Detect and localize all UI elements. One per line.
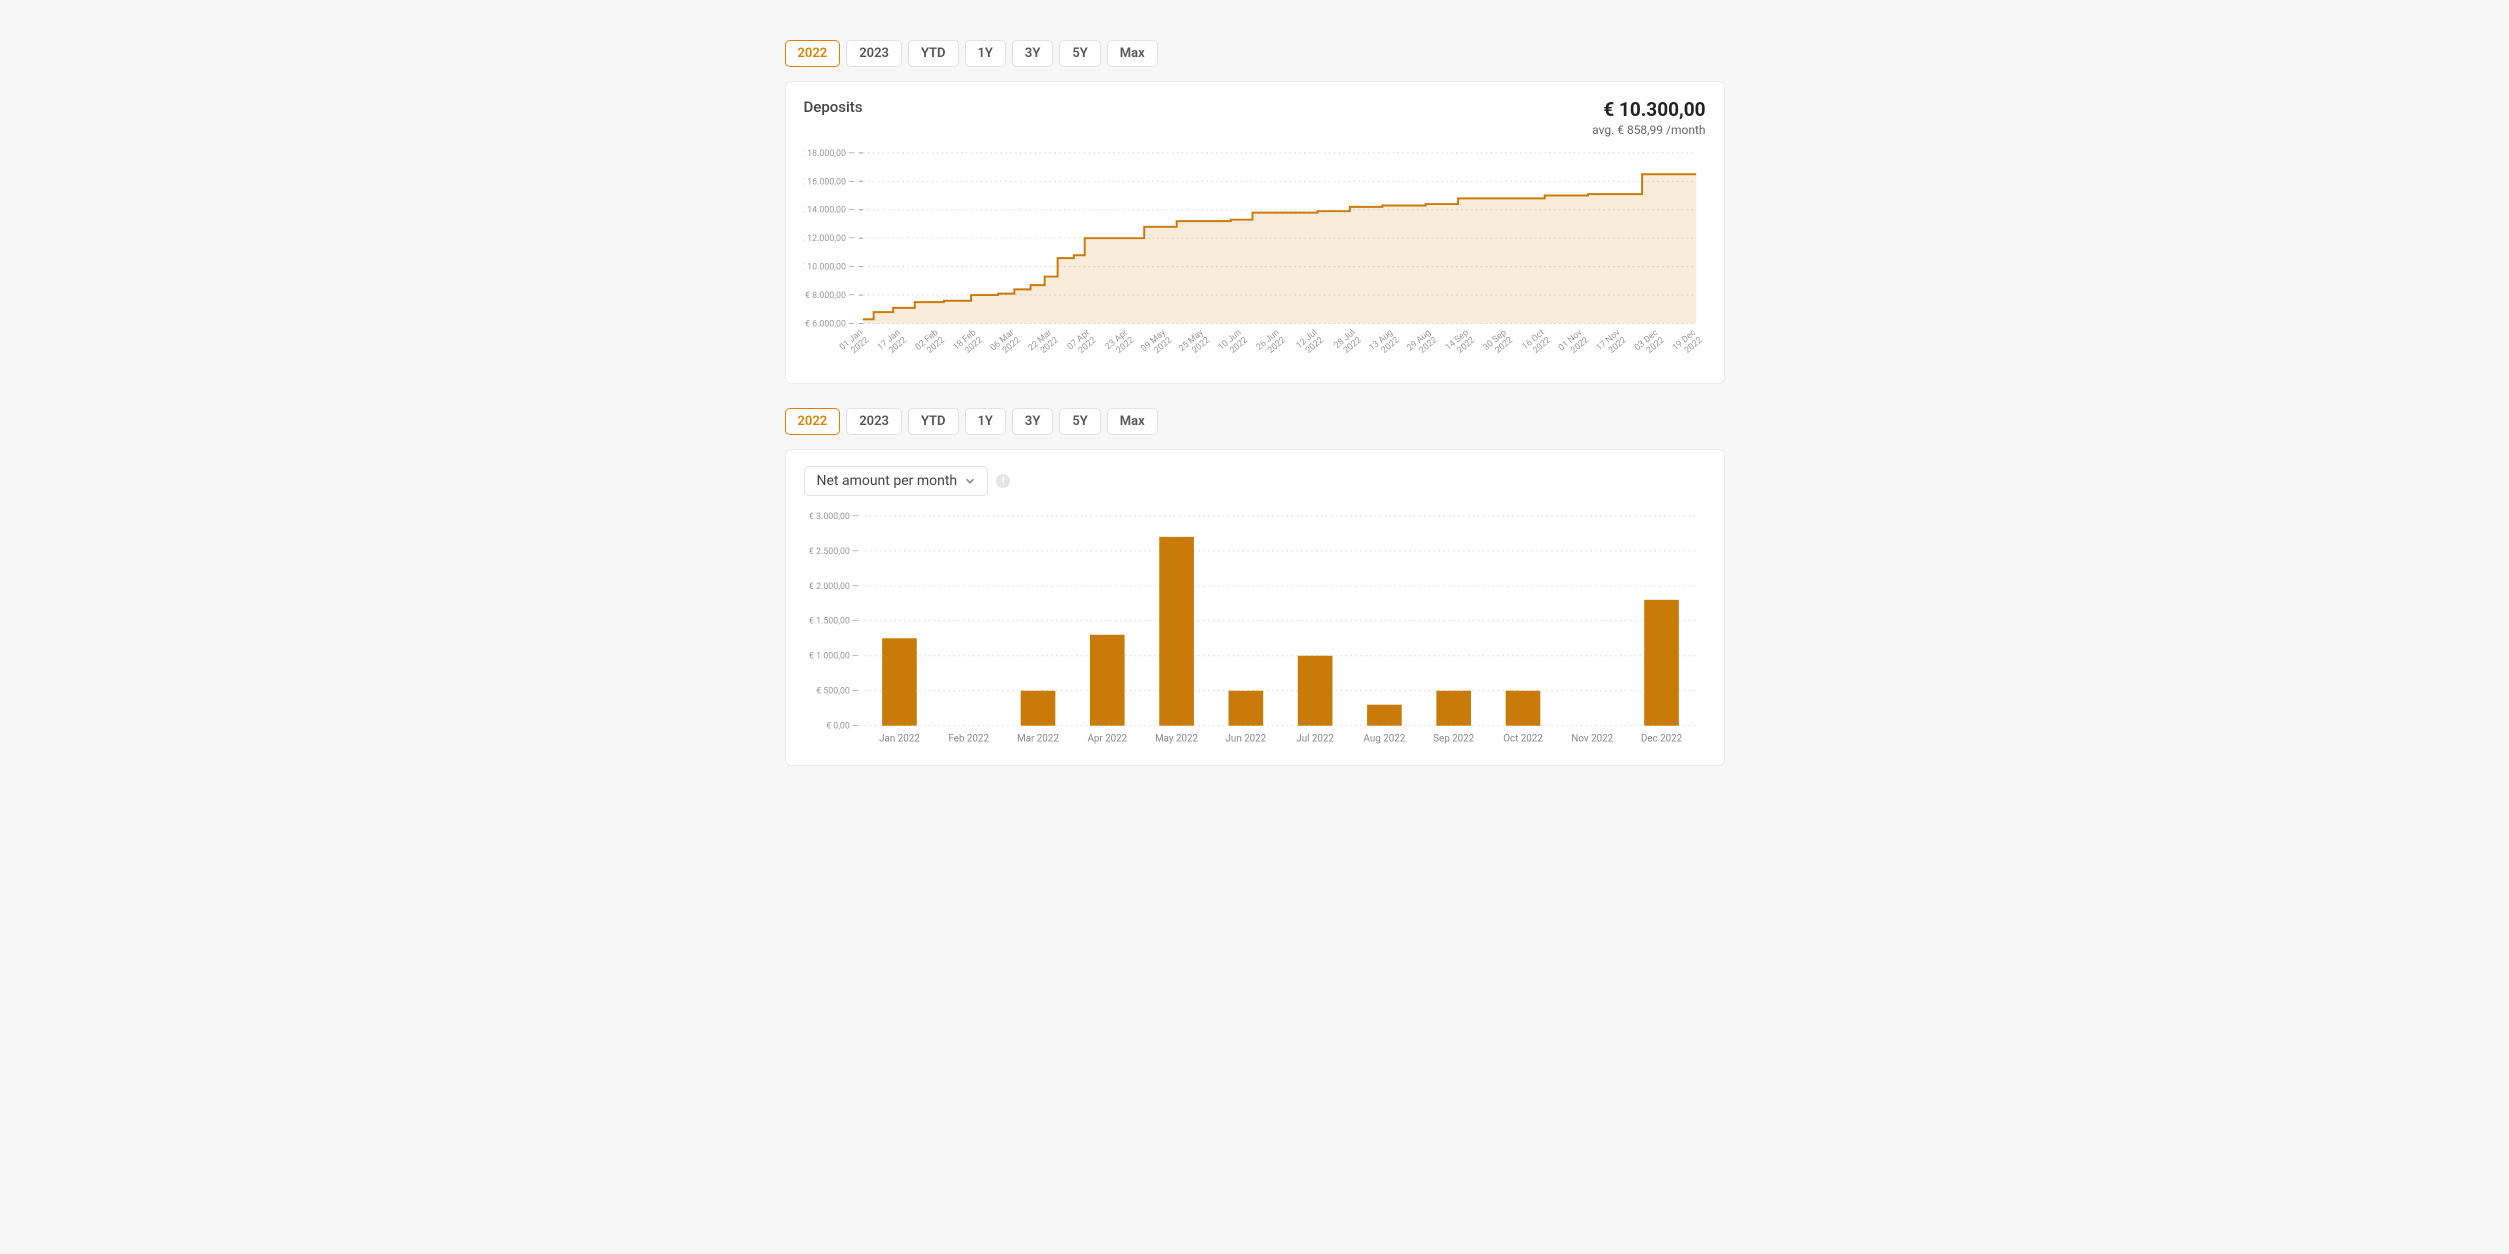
tab-2023[interactable]: 2023 [846, 40, 902, 67]
svg-text:Apr 2022: Apr 2022 [1087, 733, 1127, 744]
metric-dropdown[interactable]: Net amount per month [804, 466, 989, 496]
svg-text:May 2022: May 2022 [1155, 733, 1198, 744]
svg-text:€ 1.000,00 —: € 1.000,00 — [808, 651, 858, 661]
time-range-tabs-top: 20222023YTD1Y3Y5Y Max [785, 40, 1725, 67]
svg-text:Dec 2022: Dec 2022 [1640, 733, 1682, 744]
tab-1y[interactable]: 1Y [965, 408, 1006, 435]
info-icon[interactable]: i [996, 474, 1010, 488]
svg-text:€ 10.000,00 —: € 10.000,00 — [804, 263, 855, 273]
net-amount-chart: € 0,00 — € 500,00 — € 1.000,00 — € 1.500,00… [804, 510, 1706, 755]
svg-text:Feb 2022: Feb 2022 [948, 733, 989, 744]
tab-2022[interactable]: 2022 [785, 40, 841, 67]
svg-text:Jul 2022: Jul 2022 [1296, 733, 1334, 744]
metric-dropdown-label: Net amount per month [817, 473, 958, 489]
svg-text:Oct 2022: Oct 2022 [1503, 733, 1543, 744]
tab-max[interactable]: Max [1107, 40, 1158, 67]
deposits-title: Deposits [804, 98, 863, 116]
tab-max[interactable]: Max [1107, 408, 1158, 435]
svg-text:Jan 2022: Jan 2022 [879, 733, 920, 744]
svg-text:Aug 2022: Aug 2022 [1363, 733, 1405, 744]
svg-text:€ 12.000,00 —: € 12.000,00 — [804, 234, 855, 244]
tab-ytd[interactable]: YTD [908, 408, 959, 435]
svg-text:€ 0,00 —: € 0,00 — [826, 721, 859, 731]
tab-1y[interactable]: 1Y [965, 40, 1006, 67]
tab-5y[interactable]: 5Y [1059, 408, 1100, 435]
svg-text:Jun 2022: Jun 2022 [1225, 733, 1266, 744]
tab-2023[interactable]: 2023 [846, 408, 902, 435]
svg-text:€ 500,00 —: € 500,00 — [816, 686, 859, 696]
svg-text:€ 2.500,00 —: € 2.500,00 — [808, 546, 858, 556]
svg-text:€ 8.000,00 —: € 8.000,00 — [804, 291, 854, 301]
svg-text:Sep 2022: Sep 2022 [1433, 733, 1474, 744]
deposits-card: Deposits € 10.300,00 avg. € 858,99 /mont… [785, 81, 1725, 384]
tab-ytd[interactable]: YTD [908, 40, 959, 67]
svg-text:€ 1.500,00 —: € 1.500,00 — [808, 616, 858, 626]
svg-text:€ 2.000,00 —: € 2.000,00 — [808, 581, 858, 591]
svg-text:Nov 2022: Nov 2022 [1571, 733, 1613, 744]
svg-text:€ 18.000,00 —: € 18.000,00 — [804, 149, 855, 159]
deposits-total: € 10.300,00 [1592, 98, 1705, 121]
deposits-avg: avg. € 858,99 /month [1592, 123, 1705, 137]
svg-text:Mar 2022: Mar 2022 [1017, 733, 1059, 744]
time-range-tabs-bottom: 20222023YTD1Y3Y5Y Max [785, 408, 1725, 435]
svg-text:€ 3.000,00 —: € 3.000,00 — [808, 511, 858, 521]
tab-3y[interactable]: 3Y [1012, 40, 1053, 67]
tab-5y[interactable]: 5Y [1059, 40, 1100, 67]
net-amount-card: Net amount per month i € 0,00 — € 500,00 … [785, 449, 1725, 766]
tab-3y[interactable]: 3Y [1012, 408, 1053, 435]
svg-text:€ 6.000,00 —: € 6.000,00 — [804, 319, 854, 329]
chevron-down-icon [965, 476, 975, 486]
deposits-chart: € 6.000,00 — € 8.000,00 — € 10.000,00 — € 1… [804, 147, 1706, 373]
svg-text:€ 14.000,00 —: € 14.000,00 — [804, 206, 855, 216]
svg-text:€ 16.000,00 —: € 16.000,00 — [804, 177, 855, 187]
tab-2022[interactable]: 2022 [785, 408, 841, 435]
